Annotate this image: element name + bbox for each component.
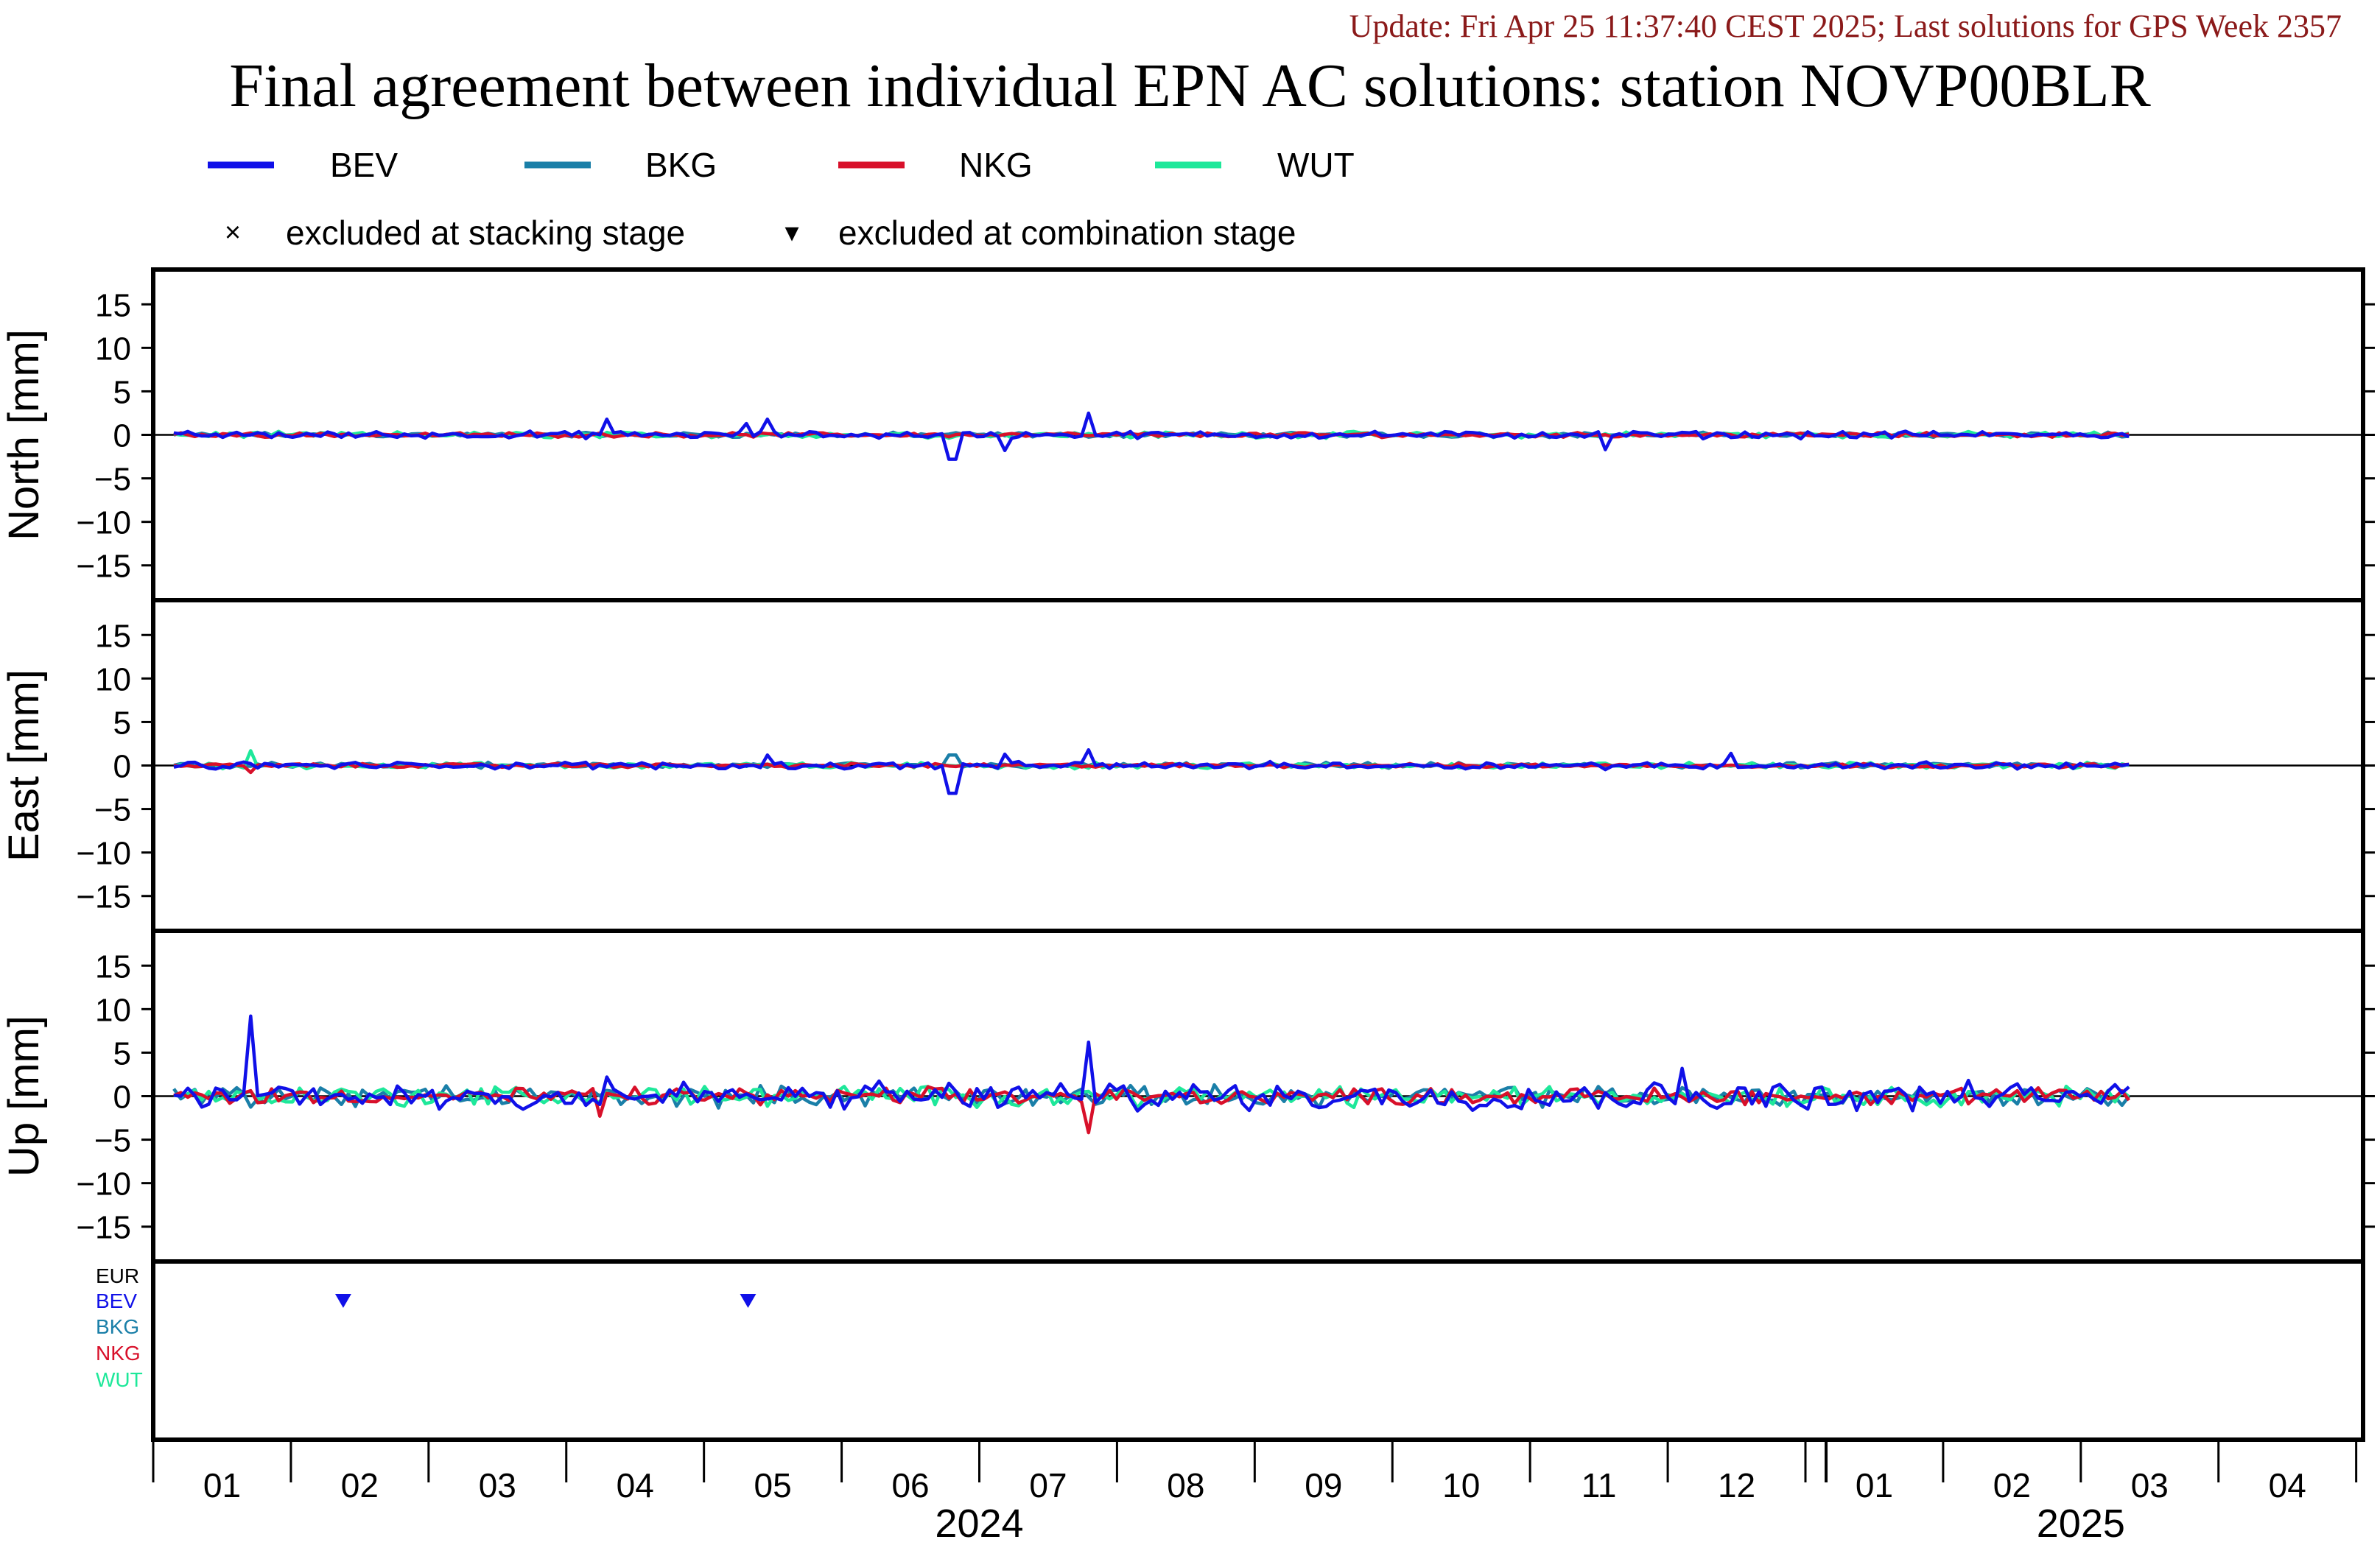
y-tick-label: −10 <box>76 1166 131 1203</box>
y-tick-label: 15 <box>95 618 131 654</box>
x-tick-label: 01 <box>203 1466 241 1504</box>
panels: North [mm] 15 10 5 0 −5 −10 −15 East [mm] 15 10 5 0 −… <box>0 267 2375 1442</box>
x-tick-label: 10 <box>1442 1466 1480 1504</box>
y-tick-label: 10 <box>95 992 131 1028</box>
excluded-combination-marker <box>740 1294 757 1308</box>
x-tick-label: 03 <box>2131 1466 2169 1504</box>
x-tick-label: 04 <box>617 1466 654 1504</box>
exclusion-row-label: NKG <box>96 1342 141 1365</box>
y-tick-label: −5 <box>94 792 131 828</box>
excluded-combination-marker <box>334 1294 351 1308</box>
y-tick-label: −15 <box>76 879 131 915</box>
x-tick-label: 01 <box>1856 1466 1893 1504</box>
chart-title: Final agreement between individual EPN A… <box>229 52 2151 120</box>
x-tick-label: 02 <box>341 1466 379 1504</box>
x-tick-label: 03 <box>479 1466 516 1504</box>
x-tick-label: 08 <box>1167 1466 1204 1504</box>
x-year-label: 2024 <box>935 1502 1023 1545</box>
panel-0: North [mm] 15 10 5 0 −5 −10 −15 <box>0 267 2375 602</box>
y-tick-label: −15 <box>76 1210 131 1246</box>
x-tick-label: 02 <box>1993 1466 2031 1504</box>
legend-stacking-label: excluded at stacking stage <box>286 214 685 252</box>
legend-label-bkg: BKG <box>645 146 717 184</box>
update-timestamp: Update: Fri Apr 25 11:37:40 CEST 2025; L… <box>1349 8 2342 44</box>
x-axis: 01 02 03 04 05 06 07 08 09 10 11 12 01 02 03 04 2024 2025 <box>152 1440 2358 1545</box>
series-line-bev <box>173 411 2130 461</box>
panel-2: Up [mm] 15 10 5 0 −5 −10 −15 <box>0 929 2375 1264</box>
x-tick-label: 12 <box>1718 1466 1755 1504</box>
y-tick-label: 0 <box>113 418 131 454</box>
x-tick-label: 09 <box>1305 1466 1342 1504</box>
y-tick-label: 15 <box>95 949 131 985</box>
y-tick-label: −10 <box>76 836 131 872</box>
legend-label-wut: WUT <box>1277 146 1355 184</box>
exclusion-row-label: EUR <box>96 1264 139 1287</box>
y-tick-label: 5 <box>113 705 131 741</box>
x-tick-label: 04 <box>2269 1466 2306 1504</box>
legend-combination-label: excluded at combination stage <box>838 214 1296 252</box>
exclusion-row-label: WUT <box>96 1368 143 1391</box>
legend-combination-marker-icon: ▾ <box>784 217 798 248</box>
y-axis-label: East [mm] <box>0 669 48 862</box>
y-tick-label: −5 <box>94 1123 131 1159</box>
y-tick-label: −5 <box>94 462 131 498</box>
y-axis-label: Up [mm] <box>0 1016 48 1177</box>
x-tick-label: 11 <box>1582 1466 1617 1504</box>
y-axis-label: North [mm] <box>0 329 48 541</box>
y-tick-label: 10 <box>95 661 131 697</box>
legend: BEV BKG NKG WUT × excluded at stacking s… <box>208 146 1355 252</box>
series-line-bev <box>173 747 2130 795</box>
y-tick-label: 5 <box>113 374 131 410</box>
x-year-label: 2025 <box>2037 1502 2125 1545</box>
exclusion-row-label: BKG <box>96 1315 139 1338</box>
y-tick-label: −10 <box>76 505 131 541</box>
y-tick-label: 0 <box>113 749 131 785</box>
legend-stacking-marker-icon: × <box>225 217 241 248</box>
panel-frame <box>151 1259 2365 1442</box>
y-tick-label: 5 <box>113 1035 131 1071</box>
legend-label-nkg: NKG <box>959 146 1033 184</box>
series-line-bev <box>173 1014 2130 1113</box>
y-tick-label: 10 <box>95 331 131 367</box>
series-line-nkg <box>173 1085 2131 1135</box>
x-tick-label: 07 <box>1029 1466 1067 1504</box>
x-tick-label: 05 <box>754 1466 792 1504</box>
panel-1: East [mm] 15 10 5 0 −5 −10 −15 <box>0 598 2375 933</box>
exclusion-row-label: BEV <box>96 1289 137 1312</box>
y-tick-label: 0 <box>113 1080 131 1116</box>
y-tick-label: −15 <box>76 549 131 585</box>
y-tick-label: 15 <box>95 287 131 323</box>
legend-label-bev: BEV <box>330 146 398 184</box>
x-tick-label: 06 <box>891 1466 929 1504</box>
